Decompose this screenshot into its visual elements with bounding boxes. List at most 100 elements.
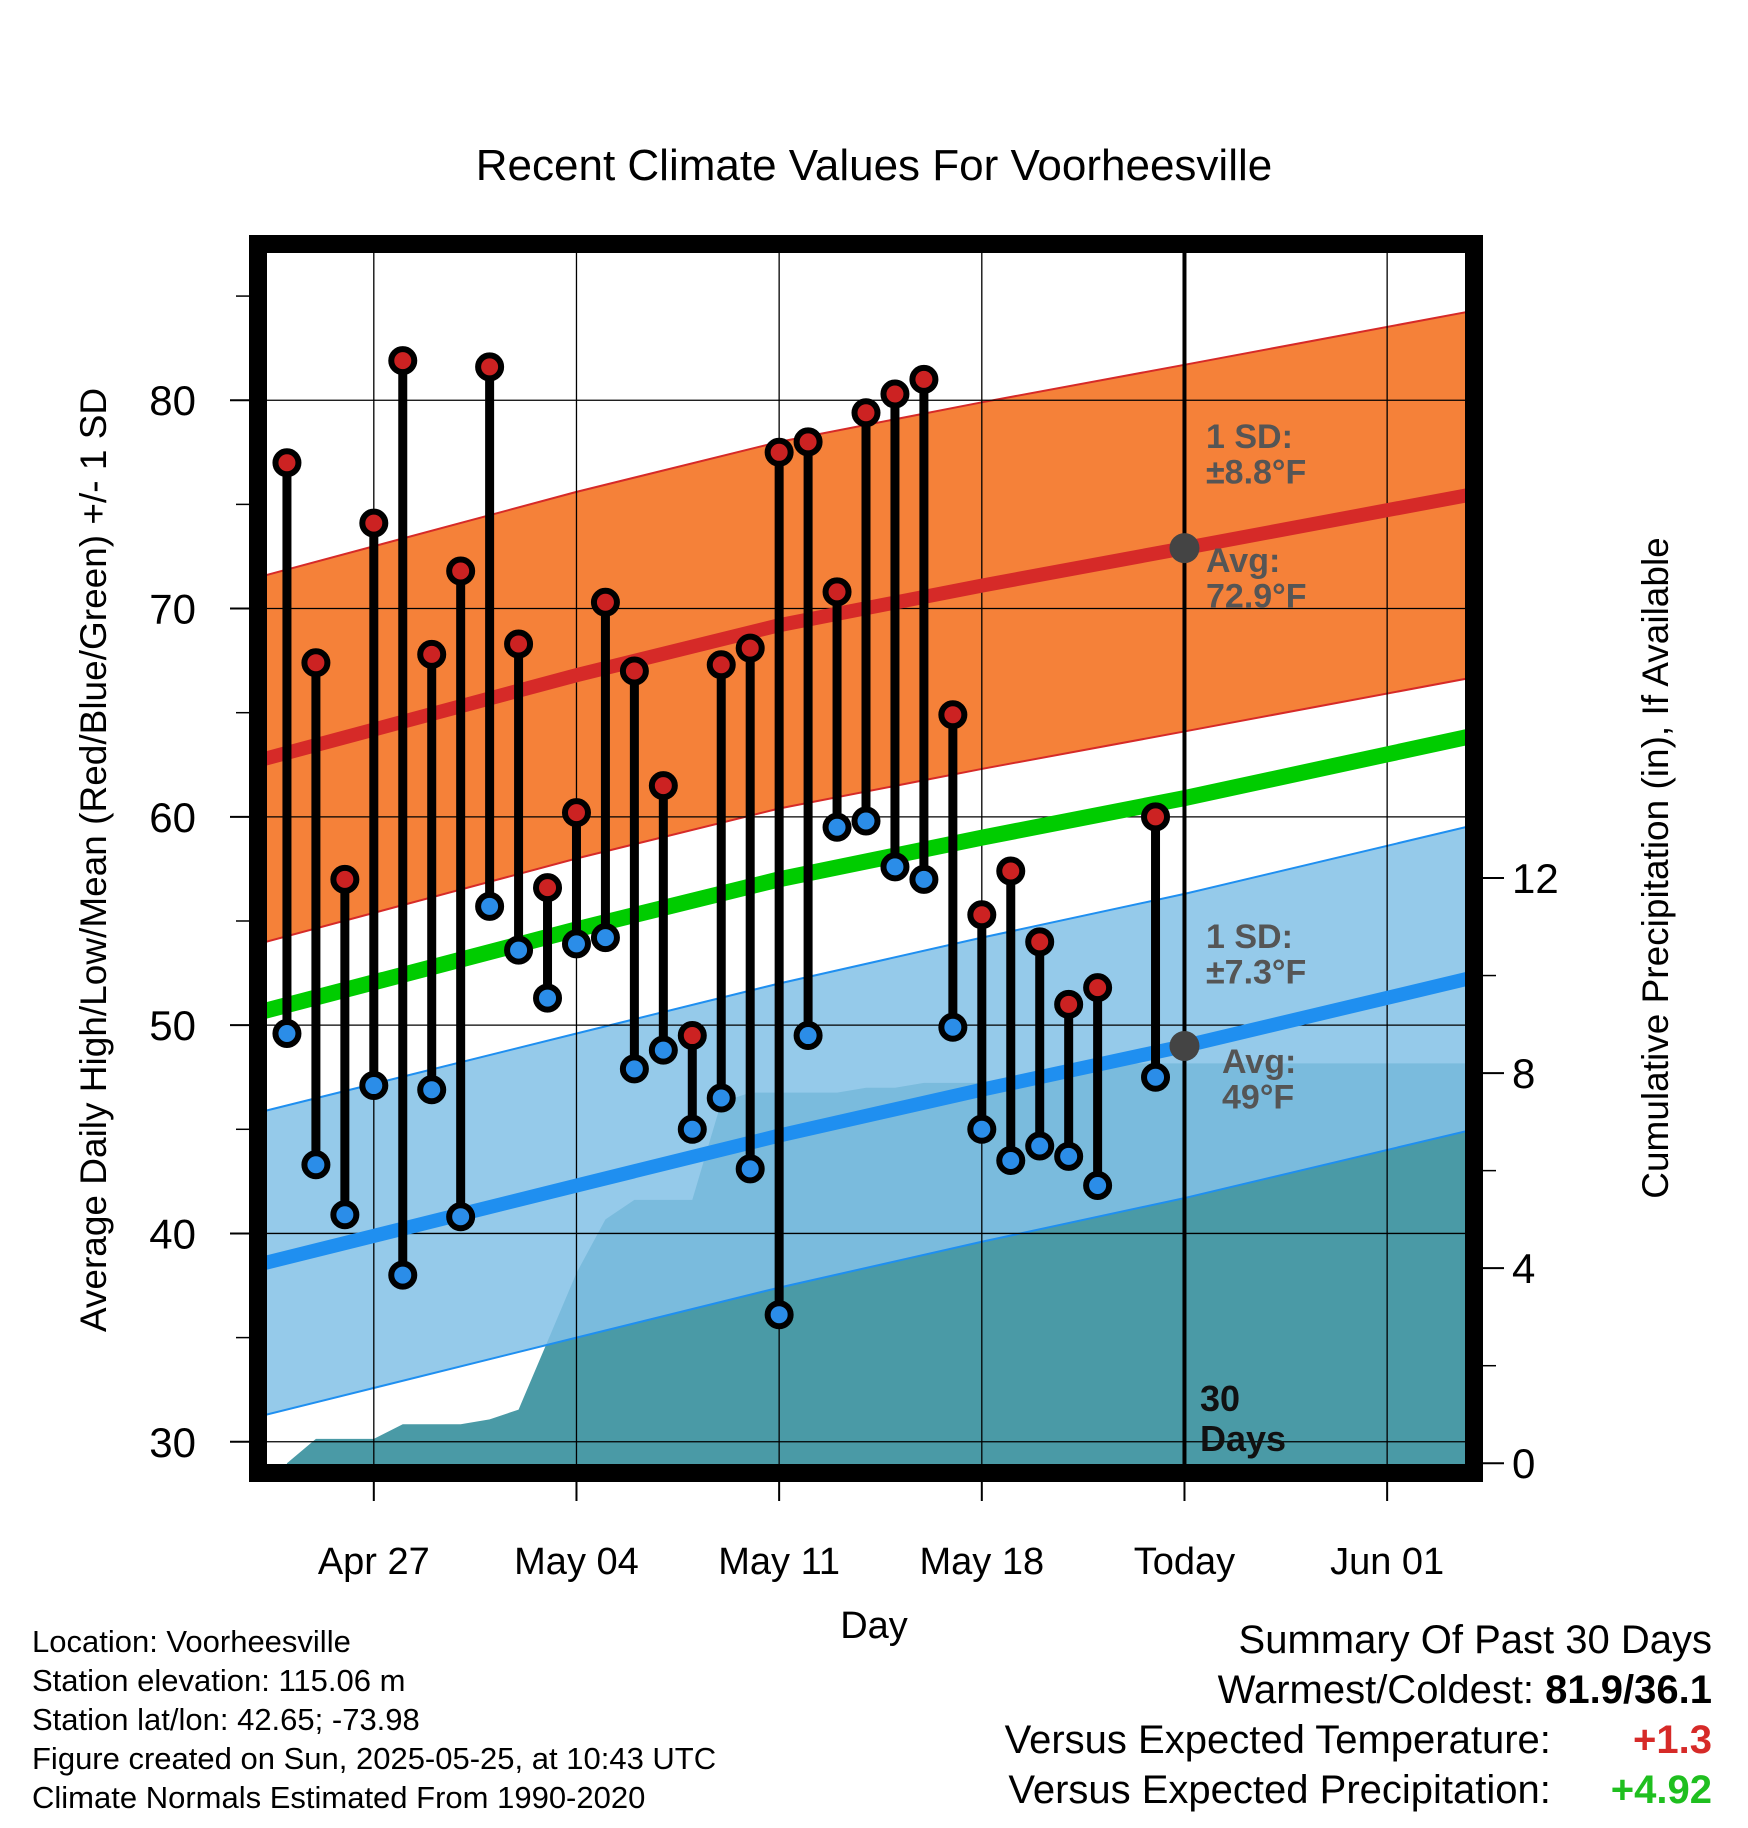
- warmest-value: 81.9/36.1: [1545, 1668, 1712, 1712]
- daily-low-point: [851, 806, 881, 836]
- temp-delta-value: +1.3: [1633, 1718, 1712, 1762]
- daily-low-point: [938, 1012, 968, 1042]
- daily-low-point: [880, 852, 910, 882]
- daily-high-point: [590, 587, 620, 617]
- temp-delta-label: Versus Expected Temperature:: [1004, 1718, 1551, 1762]
- high-avg-label-line: Avg:: [1206, 542, 1280, 580]
- daily-high-point: [735, 633, 765, 663]
- daily-low-point: [1141, 1062, 1171, 1092]
- daily-low-point: [272, 1018, 302, 1048]
- x-tick-label: Jun 01: [1330, 1541, 1444, 1583]
- daily-high-point: [417, 639, 447, 669]
- daily-high-point: [359, 508, 389, 538]
- chart-title: Recent Climate Values For Voorheesville: [476, 141, 1272, 190]
- y-tick-label: 70: [149, 586, 196, 633]
- summary-title: Summary Of Past 30 Days: [1238, 1618, 1712, 1662]
- daily-high-point: [330, 864, 360, 894]
- daily-high-point: [996, 856, 1026, 886]
- elevation-text: Station elevation: 115.06 m: [32, 1663, 406, 1698]
- daily-high-point: [648, 771, 678, 801]
- daily-high-point: [533, 873, 563, 903]
- latlon-text: Station lat/lon: 42.65; -73.98: [32, 1702, 420, 1737]
- warmest-label: Warmest/Coldest:: [1217, 1668, 1535, 1712]
- daily-high-point: [1054, 989, 1084, 1019]
- summary-warmest-row: Warmest/Coldest: 81.9/36.1: [1005, 1665, 1712, 1715]
- y2-tick-label: 0: [1512, 1440, 1535, 1487]
- today-avg-low-dot: [1169, 1030, 1200, 1061]
- daily-high-point: [301, 648, 331, 678]
- y-tick-label: 30: [149, 1419, 196, 1466]
- summary-temp-row: Versus Expected Temperature: +1.3: [1005, 1715, 1712, 1765]
- daily-high-point: [1141, 802, 1171, 832]
- daily-high-point: [764, 437, 794, 467]
- daily-low-point: [359, 1071, 389, 1101]
- daily-low-point: [417, 1075, 447, 1105]
- plot-border: [249, 235, 1483, 1482]
- high-avg-label-line: 72.9°F: [1206, 578, 1307, 616]
- daily-low-point: [504, 935, 534, 965]
- y-tick-label: 80: [149, 377, 196, 424]
- daily-high-point: [446, 556, 476, 586]
- daily-high-point: [822, 577, 852, 607]
- daily-low-point: [1054, 1141, 1084, 1171]
- daily-low-point: [330, 1200, 360, 1230]
- created-text: Figure created on Sun, 2025-05-25, at 10…: [32, 1741, 717, 1776]
- y2-tick-label: 12: [1512, 855, 1559, 902]
- x-tick-label: May 11: [718, 1541, 840, 1583]
- daily-low-point: [996, 1146, 1026, 1176]
- daily-low-point: [561, 929, 591, 959]
- daily-high-point: [851, 398, 881, 428]
- plot-frame: [249, 235, 1483, 1482]
- low-avg-label-line: 49°F: [1222, 1079, 1294, 1117]
- daily-high-point: [706, 650, 736, 680]
- daily-low-point: [446, 1202, 476, 1232]
- y-tick-label: 40: [149, 1210, 196, 1257]
- high-avg-label: Avg: 72.9°F: [1206, 542, 1307, 616]
- daily-low-point: [1083, 1171, 1113, 1201]
- y-axis-title: Average Daily High/Low/Mean (Red/Blue/Gr…: [73, 388, 114, 1332]
- low-sd-label: 1 SD: ±7.3°F: [1206, 918, 1306, 992]
- high-sd-label-line: 1 SD:: [1206, 418, 1293, 456]
- daily-low-point: [764, 1300, 794, 1330]
- daily-low-point: [475, 891, 505, 921]
- daily-high-point: [909, 364, 939, 394]
- daily-low-point: [619, 1054, 649, 1084]
- low-avg-label: Avg: 49°F: [1222, 1043, 1296, 1117]
- daily-high-point: [677, 1021, 707, 1051]
- low-sd-label-line: ±7.3°F: [1206, 954, 1306, 992]
- today-days-label: 30 Days: [1200, 1378, 1286, 1459]
- x-tick-label: May 04: [514, 1541, 639, 1583]
- y2-tick-label: 8: [1512, 1050, 1535, 1097]
- x-tick-label: Apr 27: [318, 1541, 430, 1583]
- today-avg-high-dot: [1169, 533, 1200, 564]
- high-sd-label: 1 SD: ±8.8°F: [1206, 418, 1306, 492]
- precip-delta-value: +4.92: [1610, 1768, 1712, 1812]
- daily-high-point: [619, 656, 649, 686]
- daily-low-point: [822, 812, 852, 842]
- station-info: Location: Voorheesville Station elevatio…: [32, 1622, 716, 1817]
- low-sd-label-line: 1 SD:: [1206, 918, 1293, 956]
- today-marker: [1169, 244, 1200, 1473]
- daily-low-point: [648, 1035, 678, 1065]
- daily-high-point: [1083, 973, 1113, 1003]
- x-tick-label: Today: [1134, 1541, 1235, 1583]
- daily-high-point: [938, 700, 968, 730]
- y-tick-label: 50: [149, 1002, 196, 1049]
- daily-high-point: [1025, 927, 1055, 957]
- axes: 30 40 50 60 70 80 0 4 8 12 Apr 27 May 04 May 11 May 1…: [73, 295, 1676, 1647]
- daily-high-point: [388, 346, 418, 376]
- x-axis-title: Day: [840, 1605, 908, 1647]
- y2-axis-title: Cumulative Precipitation (in), If Availa…: [1635, 537, 1676, 1199]
- daily-low-point: [909, 864, 939, 894]
- daily-high-low-bars: [272, 346, 1171, 1330]
- normals-text: Climate Normals Estimated From 1990-2020: [32, 1780, 646, 1815]
- today-days-line: Days: [1200, 1418, 1286, 1459]
- daily-high-point: [880, 379, 910, 409]
- daily-low-point: [967, 1114, 997, 1144]
- high-sd-label-line: ±8.8°F: [1206, 454, 1306, 492]
- daily-low-point: [590, 923, 620, 953]
- daily-low-point: [301, 1150, 331, 1180]
- daily-high-point: [561, 798, 591, 828]
- daily-high-point: [504, 629, 534, 659]
- daily-high-point: [272, 448, 302, 478]
